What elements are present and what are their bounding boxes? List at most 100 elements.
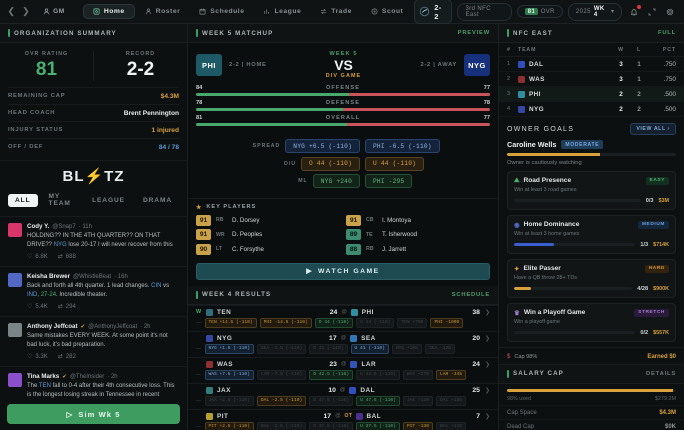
result-odds-chip[interactable]: TEN +14.5 (-110) — [204, 317, 257, 328]
key-player-row[interactable]: 89 TE T. Isherwood — [346, 229, 490, 241]
matchup-preview-link[interactable]: PREVIEW — [457, 30, 490, 36]
gm-profile-button[interactable]: GM — [37, 6, 71, 17]
sim-week-button[interactable]: ▷ Sim Wk 5 — [7, 404, 180, 424]
result-row[interactable]: PIT 17 @ OT BAL 7 ❯ — PIT +2.5 (-110) BAL… — [188, 408, 498, 430]
feed-post[interactable]: Anthony Jeffcoat ✔ @AnthonyJeffcoat · 2h… — [0, 316, 187, 366]
nav-item-league[interactable]: League — [254, 5, 310, 18]
result-row[interactable]: WAS 23 @ LAR 24 ❯ — WAS +7.5 (-110) LAR -… — [188, 356, 498, 383]
chevron-right-icon[interactable]: ❯ — [484, 387, 490, 394]
settings-button[interactable] — [664, 5, 677, 19]
results-schedule-link[interactable]: SCHEDULE — [451, 291, 490, 298]
nav-item-home[interactable]: Home — [82, 4, 135, 19]
result-odds-chip[interactable]: PHI -14.5 (-110) — [259, 317, 312, 328]
standings-row[interactable]: 3 PHI 2 2 .500 — [499, 87, 684, 102]
like-count[interactable]: ♡ 5.4K — [27, 303, 48, 311]
result-odds-chip[interactable]: U 42.5 (-110) — [356, 369, 400, 380]
result-odds-chip[interactable]: BAL -2.5 (-110) — [256, 421, 307, 430]
chevron-right-icon[interactable]: ❯ — [484, 309, 490, 316]
result-odds-chip[interactable]: O 44 (-110) — [314, 317, 354, 328]
feed-post[interactable]: Keisha Brewer @WhistleBeat · 16h Back an… — [0, 266, 187, 316]
result-odds-chip[interactable]: NYG +105 — [391, 343, 422, 354]
result-odds-chip[interactable]: JAX +2.5 (-110) — [204, 395, 254, 406]
odds-option-home[interactable]: PHI -6.5 (-110) — [365, 139, 440, 154]
result-odds-chip[interactable]: O 42.5 (-110) — [309, 369, 354, 380]
result-odds-chip[interactable]: LAR -7.5 (-110) — [256, 369, 307, 380]
salary-cap-details-link[interactable]: DETAILS — [646, 370, 676, 377]
odds-option-home[interactable]: PHI -295 — [365, 174, 413, 189]
standings-table[interactable]: 1 DAL 3 1 .750 2 WAS 3 1 .750 3 PHI 2 2 … — [499, 57, 684, 117]
owner-goal-card[interactable]: ✦ Elite Passer HARD Have a QB throw 28+ … — [507, 258, 676, 298]
standings-row[interactable]: 2 WAS 3 1 .750 — [499, 72, 684, 87]
chevron-right-icon[interactable]: ❯ — [484, 361, 490, 368]
nav-item-roster[interactable]: Roster — [136, 5, 190, 18]
result-row[interactable]: JAX 10 @ DAL 25 ❯ — JAX +2.5 (-110) DAL -… — [188, 382, 498, 409]
result-odds-chip[interactable]: U 37.5 (-110) — [356, 421, 400, 430]
key-player-row[interactable]: 91 WR D. Peoples — [196, 229, 340, 241]
result-odds-chip[interactable]: NYG +1.5 (-110) — [204, 343, 254, 354]
result-row[interactable]: NYG 17 @ SEA 20 ❯ — NYG +1.5 (-110) SEA -… — [188, 330, 498, 357]
standings-row[interactable]: 4 NYG 2 2 .500 — [499, 102, 684, 117]
away-team-logo[interactable]: NYG — [464, 54, 490, 77]
result-odds-chip[interactable]: WAS +7.5 (-110) — [204, 369, 254, 380]
repost-count[interactable]: ⇄ 688 — [57, 253, 76, 261]
like-count[interactable]: ♡ 3.3K — [27, 353, 48, 361]
home-team-logo[interactable]: PHI — [196, 54, 222, 77]
result-odds-chip[interactable]: SEA -125 — [424, 343, 455, 354]
back-button[interactable]: ❮ — [7, 6, 16, 16]
nav-item-scout[interactable]: Scout — [362, 5, 412, 18]
result-odds-chip[interactable]: U 44 (-110) — [356, 317, 395, 328]
chevron-right-icon[interactable]: ❯ — [484, 413, 490, 420]
nav-item-trade[interactable]: Trade — [311, 5, 361, 18]
result-odds-chip[interactable]: LAR -345 — [435, 369, 467, 380]
result-odds-chip[interactable]: U 41 (-110) — [350, 343, 389, 354]
week-selector[interactable]: 2025 WK 4 ▾ — [567, 2, 623, 21]
odds-option-away[interactable]: O 44 (-110) — [300, 156, 360, 171]
result-odds-chip[interactable]: WAS +270 — [402, 369, 433, 380]
odds-option-away[interactable]: NYG +240 — [312, 174, 360, 189]
like-count[interactable]: ♡ 6.8K — [27, 253, 48, 261]
social-feed-list[interactable]: Cody Y. @Snap7 · 11h HOLDING?? IN THE 4T… — [0, 216, 187, 399]
result-row[interactable]: W TEN 24 @ PHI 38 ❯ — TEN +14.5 (-110) PH… — [188, 304, 498, 331]
result-odds-chip[interactable]: DAL +135 — [435, 395, 467, 406]
owner-goals-view-all-button[interactable]: VIEW ALL › — [630, 123, 676, 135]
repost-count[interactable]: ⇄ 282 — [57, 353, 76, 361]
result-odds-chip[interactable]: O 37.5 (-110) — [309, 421, 354, 430]
week-results-list[interactable]: W TEN 24 @ PHI 38 ❯ — TEN +14.5 (-110) PH… — [188, 304, 498, 430]
result-odds-chip[interactable]: JAX +120 — [402, 395, 433, 406]
result-odds-chip[interactable]: SEA -1.5 (-110) — [256, 343, 307, 354]
repost-count[interactable]: ⇄ 294 — [57, 303, 76, 311]
key-player-row[interactable]: 88 RB J. Jarrett — [346, 243, 490, 255]
key-player-row[interactable]: 91 CB I. Montoya — [346, 214, 490, 226]
team-record-chip[interactable]: 2-2 — [414, 0, 453, 24]
result-odds-chip[interactable]: O 47.5 (-110) — [309, 395, 354, 406]
owner-goals-list[interactable]: ⛰ Road Presence EASY Win at least 3 road… — [499, 170, 684, 342]
filter-tab-all[interactable]: ALL — [8, 193, 38, 207]
nav-item-schedule[interactable]: Schedule — [190, 5, 253, 18]
team-ovr-pill[interactable]: 81 OVR — [517, 5, 563, 18]
result-odds-chip[interactable]: PIT -130 — [402, 421, 433, 430]
result-odds-chip[interactable]: BAL +110 — [435, 421, 467, 430]
key-player-row[interactable]: 90 LT C. Forsythe — [196, 243, 340, 255]
result-odds-chip[interactable]: PIT +2.5 (-110) — [204, 421, 254, 430]
watch-game-button[interactable]: ▶ WATCH GAME — [196, 262, 490, 280]
feed-post[interactable]: Cody Y. @Snap7 · 11h HOLDING?? IN THE 4T… — [0, 216, 187, 266]
fullscreen-button[interactable] — [646, 5, 659, 19]
result-odds-chip[interactable]: TEN +700 — [397, 317, 428, 328]
result-odds-chip[interactable]: PHI -1000 — [430, 317, 464, 328]
odds-option-home[interactable]: U 44 (-110) — [365, 156, 425, 171]
owner-goal-card[interactable]: ◉ Home Dominance MEDIUM Win at least 3 h… — [507, 214, 676, 254]
standings-full-link[interactable]: FULL — [657, 30, 676, 36]
feed-post[interactable]: Tina Marks ✔ @TheInsider · 2h The TEN fa… — [0, 366, 187, 399]
notifications-button[interactable] — [627, 3, 642, 19]
forward-button[interactable]: ❯ — [22, 6, 30, 16]
odds-option-away[interactable]: NYG +6.5 (-110) — [285, 139, 360, 154]
owner-goal-card[interactable]: ♛ Win a Playoff Game STRETCH Win a playo… — [507, 302, 676, 342]
division-rank-pill[interactable]: 3rd NFC East — [457, 2, 513, 21]
filter-tab-league[interactable]: LEAGUE — [92, 196, 125, 204]
filter-tab-drama[interactable]: DRAMA — [142, 196, 172, 204]
result-odds-chip[interactable]: U 47.5 (-110) — [356, 395, 400, 406]
result-odds-chip[interactable]: O 41 (-110) — [309, 343, 348, 354]
owner-goal-card[interactable]: ⛰ Road Presence EASY Win at least 3 road… — [507, 170, 676, 210]
standings-row[interactable]: 1 DAL 3 1 .750 — [499, 57, 684, 72]
result-odds-chip[interactable]: DAL -2.5 (-110) — [256, 395, 307, 406]
